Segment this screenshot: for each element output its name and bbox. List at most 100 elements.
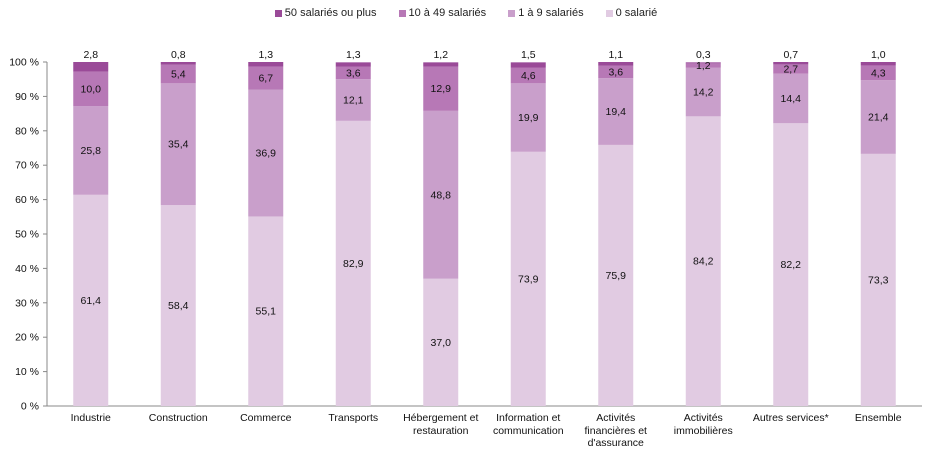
legend-item-1-9: 1 à 9 salariés bbox=[508, 7, 584, 19]
data-label: 0,7 bbox=[783, 49, 798, 61]
category-label: Industrie bbox=[70, 412, 111, 424]
bar-segment bbox=[423, 66, 459, 111]
data-label: 58,4 bbox=[168, 300, 189, 312]
y-tick-label: 40 % bbox=[15, 263, 39, 275]
bar-segment bbox=[860, 80, 896, 154]
bar-segment bbox=[423, 62, 459, 67]
bar-segment bbox=[773, 62, 809, 65]
data-label: 37,0 bbox=[431, 337, 452, 349]
bar-segment bbox=[860, 153, 896, 406]
category-label: Autres services* bbox=[752, 412, 829, 424]
bar-segment bbox=[335, 62, 371, 67]
data-label: 35,4 bbox=[168, 139, 189, 151]
bar-segment bbox=[510, 151, 546, 406]
data-label: 3,6 bbox=[608, 66, 623, 78]
bar-segment bbox=[160, 83, 196, 206]
data-label: 4,6 bbox=[521, 70, 536, 82]
legend-label-10-49: 10 à 49 salariés bbox=[408, 7, 487, 19]
data-label: 1,0 bbox=[871, 49, 886, 61]
bar-segment bbox=[773, 64, 809, 74]
data-label: 0,8 bbox=[171, 49, 186, 61]
bar-segment bbox=[773, 73, 809, 124]
data-label: 14,4 bbox=[781, 93, 802, 105]
data-label: 12,1 bbox=[343, 95, 364, 107]
data-label: 73,9 bbox=[518, 273, 539, 285]
data-label: 12,9 bbox=[431, 83, 452, 95]
bar-segment bbox=[423, 278, 459, 406]
category-label: Hébergement et restauration bbox=[403, 412, 479, 437]
bar-segment bbox=[510, 83, 546, 152]
data-label: 82,2 bbox=[781, 259, 802, 271]
data-label: 1,5 bbox=[521, 49, 536, 61]
bar-segment bbox=[685, 62, 721, 64]
data-label: 3,6 bbox=[346, 68, 361, 80]
data-label: 1,2 bbox=[696, 60, 711, 72]
data-label: 19,9 bbox=[518, 112, 539, 124]
bar-segment bbox=[860, 62, 896, 66]
bar-segment bbox=[73, 71, 109, 107]
bar-segment bbox=[685, 63, 721, 68]
legend-item-0: 0 salarié bbox=[605, 7, 658, 19]
y-tick-label: 100 % bbox=[9, 57, 39, 69]
legend: 50 salariés ou plus 10 à 49 salariés 1 à… bbox=[0, 7, 932, 19]
category-label: Ensemble bbox=[854, 412, 902, 424]
bar-segment bbox=[160, 64, 196, 84]
data-label: 5,4 bbox=[171, 69, 186, 81]
bar-segment bbox=[160, 62, 196, 65]
bar-segment bbox=[335, 120, 371, 406]
data-label: 1,1 bbox=[608, 49, 623, 61]
bar-segment bbox=[73, 62, 109, 72]
legend-item-50-plus: 50 salariés ou plus bbox=[274, 7, 377, 19]
bar-segment bbox=[510, 67, 546, 84]
bar-segment bbox=[73, 106, 109, 195]
data-label: 73,3 bbox=[868, 274, 889, 286]
bar-segment bbox=[598, 65, 634, 79]
y-tick-label: 70 % bbox=[15, 160, 39, 172]
category-label: Activités immobilières bbox=[673, 412, 733, 437]
bar-segment bbox=[598, 144, 634, 407]
bar-segment bbox=[248, 62, 284, 67]
data-label: 84,2 bbox=[693, 256, 714, 268]
y-tick-label: 90 % bbox=[15, 91, 39, 103]
bar-segment bbox=[73, 194, 109, 406]
bar-segment bbox=[335, 79, 371, 121]
legend-label-1-9: 1 à 9 salariés bbox=[518, 7, 584, 19]
bar-segment bbox=[510, 62, 546, 68]
category-label: Commerce bbox=[240, 412, 292, 424]
data-label: 1,3 bbox=[258, 49, 273, 61]
data-label: 1,2 bbox=[433, 49, 448, 61]
category-label: Transports bbox=[328, 412, 379, 424]
data-label: 10,0 bbox=[81, 83, 102, 95]
data-label: 82,9 bbox=[343, 258, 364, 270]
bar-segment bbox=[598, 62, 634, 66]
data-label: 36,9 bbox=[256, 147, 277, 159]
bar-segment bbox=[160, 205, 196, 406]
category-label: Information et communication bbox=[492, 412, 564, 437]
data-label: 75,9 bbox=[606, 270, 627, 282]
bar-segment bbox=[685, 116, 721, 407]
bar-segment bbox=[248, 89, 284, 217]
legend-swatch-1-9 bbox=[508, 9, 516, 17]
data-label: 21,4 bbox=[868, 112, 889, 124]
bar-segment bbox=[598, 78, 634, 145]
legend-swatch-50-plus bbox=[274, 9, 282, 17]
y-tick-label: 10 % bbox=[15, 366, 39, 378]
data-label: 4,3 bbox=[871, 67, 886, 79]
data-label: 1,3 bbox=[346, 49, 361, 61]
data-label: 2,8 bbox=[83, 49, 98, 61]
data-label: 61,4 bbox=[81, 295, 102, 307]
bar-segment bbox=[685, 67, 721, 117]
legend-swatch-10-49 bbox=[398, 9, 406, 17]
bar-segment bbox=[860, 65, 896, 81]
y-tick-label: 20 % bbox=[15, 332, 39, 344]
data-label: 14,2 bbox=[693, 86, 714, 98]
legend-label-0: 0 salarié bbox=[615, 7, 658, 19]
data-label: 25,8 bbox=[81, 145, 102, 157]
y-tick-label: 80 % bbox=[15, 125, 39, 137]
legend-item-10-49: 10 à 49 salariés bbox=[398, 7, 487, 19]
data-label: 6,7 bbox=[258, 72, 273, 84]
bar-segment bbox=[335, 66, 371, 80]
data-label: 55,1 bbox=[256, 306, 277, 318]
y-tick-label: 30 % bbox=[15, 297, 39, 309]
